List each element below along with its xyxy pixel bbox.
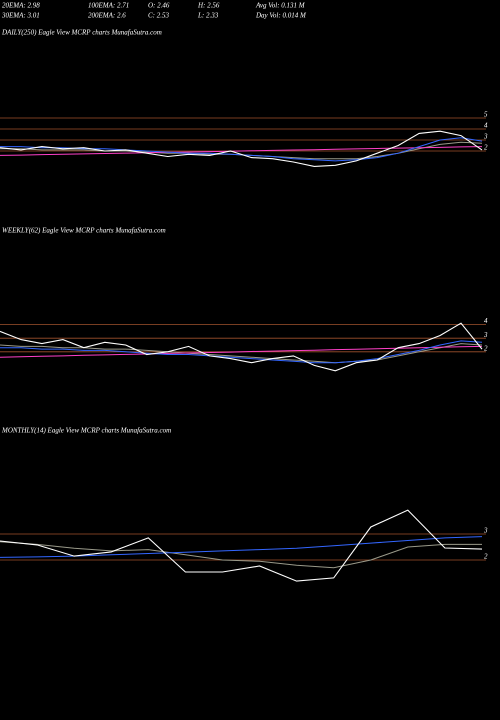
y-tick-label: 4 xyxy=(484,122,488,130)
price-line xyxy=(0,509,483,582)
price-line xyxy=(0,130,483,167)
price-line xyxy=(0,340,483,364)
annotation: Day Vol: 0.014 M xyxy=(255,12,307,20)
annotation: 100EMA: 2.71 xyxy=(88,2,129,10)
price-line xyxy=(0,343,483,364)
price-line xyxy=(0,345,483,358)
price-line xyxy=(0,137,483,162)
price-line xyxy=(0,322,483,372)
panel-title: MONTHLY(14) Eagle View MCRP charts Munaf… xyxy=(1,427,171,435)
annotation: O: 2.46 xyxy=(148,2,170,10)
annotation: L: 2.33 xyxy=(197,12,219,20)
annotation: C: 2.53 xyxy=(148,12,170,20)
price-line xyxy=(0,146,483,156)
annotation: 200EMA: 2.6 xyxy=(88,12,126,20)
annotation: 30EMA: 3.01 xyxy=(1,12,40,20)
annotation: H: 2.56 xyxy=(197,2,220,10)
y-tick-label: 2 xyxy=(484,553,488,561)
annotation: Avg Vol: 0.131 M xyxy=(255,2,306,10)
y-tick-label: 3 xyxy=(483,527,488,535)
y-tick-label: 5 xyxy=(484,111,488,119)
panel-title: WEEKLY(62) Eagle View MCRP charts Munafa… xyxy=(2,227,166,235)
annotation: 20EMA: 2.98 xyxy=(2,2,40,10)
y-tick-label: 2 xyxy=(484,344,488,352)
price-line xyxy=(0,541,482,569)
y-tick-label: 2 xyxy=(484,144,488,152)
y-tick-label: 3 xyxy=(483,133,488,141)
price-line xyxy=(0,141,483,160)
y-tick-label: 3 xyxy=(483,331,488,339)
y-tick-label: 4 xyxy=(484,317,488,325)
panel-title: DAILY(250) Eagle View MCRP charts Munafa… xyxy=(1,29,162,37)
